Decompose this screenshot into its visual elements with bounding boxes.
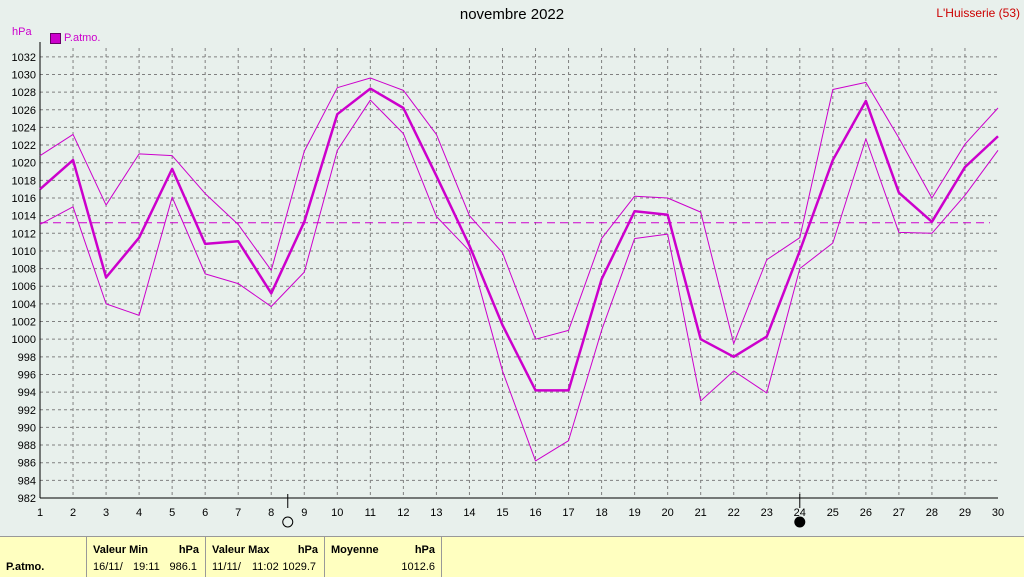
x-tick-label: 16: [529, 507, 541, 519]
stats-max-value: 1029.7: [282, 561, 316, 573]
x-tick-label: 8: [268, 507, 274, 519]
y-tick-label: 994: [18, 387, 36, 399]
x-tick-label: 17: [562, 507, 574, 519]
stats-min-date: 16/11/: [93, 561, 123, 573]
y-tick-label: 990: [18, 422, 36, 434]
stats-min-cell: Valeur Min hPa 16/11/ 19:11 986.1: [87, 537, 206, 577]
y-tick-label: 982: [18, 493, 36, 505]
x-tick-label: 30: [992, 507, 1004, 519]
stats-series-label: P.atmo.: [6, 561, 45, 573]
x-tick-label: 4: [136, 507, 142, 519]
x-tick-label: 7: [235, 507, 241, 519]
y-tick-label: 1004: [12, 299, 36, 311]
stats-max-unit: hPa: [297, 544, 318, 556]
full-moon-icon: [282, 516, 294, 528]
legend-swatch: [50, 32, 61, 44]
y-tick-label: 1018: [12, 175, 36, 187]
x-tick-label: 26: [860, 507, 872, 519]
y-tick-label: 1026: [12, 105, 36, 117]
pressure-chart: 9849869889909929949969981000100210041006…: [12, 42, 1004, 528]
stats-avg-value: 1012.6: [401, 561, 435, 573]
chart-title: novembre 2022: [459, 6, 565, 23]
y-tick-label: 1016: [12, 193, 36, 205]
series-line-mean: [39, 87, 999, 392]
legend-label: P.atmo.: [64, 32, 101, 44]
x-tick-label: 19: [628, 507, 640, 519]
x-tick-label: 18: [595, 507, 607, 519]
x-tick-label: 5: [169, 507, 175, 519]
x-tick-label: 21: [695, 507, 707, 519]
stats-avg-unit: hPa: [414, 544, 435, 556]
y-tick-label: 986: [18, 458, 36, 470]
new-moon-icon: [794, 516, 806, 528]
y-tick-label: 1006: [12, 281, 36, 293]
x-tick-label: 1: [37, 507, 43, 519]
x-tick-label: 13: [430, 507, 442, 519]
y-tick-label: 1008: [12, 264, 36, 276]
x-tick-label: 25: [827, 507, 839, 519]
stats-panel: P.atmo. Valeur Min hPa 16/11/ 19:11 986.…: [0, 536, 1024, 577]
stats-min-unit: hPa: [178, 544, 199, 556]
x-tick-label: 29: [959, 507, 971, 519]
x-tick-label: 27: [893, 507, 905, 519]
y-tick-label: 992: [18, 405, 36, 417]
x-tick-label: 22: [728, 507, 740, 519]
y-tick-label: 996: [18, 369, 36, 381]
y-axis-unit: hPa: [12, 26, 32, 38]
x-tick-label: 9: [301, 507, 307, 519]
stats-max-cell: Valeur Max hPa 11/11/ 11:02 1029.7: [206, 537, 325, 577]
stats-avg-cell: Moyenne hPa 1012.6: [325, 537, 442, 577]
station-name: L'Huisserie (53): [936, 6, 1020, 20]
x-tick-label: 14: [463, 507, 475, 519]
stats-label-cell: P.atmo.: [0, 537, 87, 577]
stats-max-time: 11:02: [252, 561, 279, 573]
y-tick-label: 988: [18, 440, 36, 452]
y-tick-label: 1032: [12, 52, 36, 64]
stats-max-date: 11/11/: [212, 561, 241, 573]
x-tick-label: 24: [794, 507, 806, 519]
x-tick-label: 11: [365, 507, 376, 519]
x-tick-label: 15: [496, 507, 508, 519]
y-tick-label: 1020: [12, 158, 36, 170]
x-tick-label: 28: [926, 507, 938, 519]
y-tick-label: 1014: [12, 211, 36, 223]
x-tick-label: 6: [202, 507, 208, 519]
y-tick-label: 984: [18, 475, 36, 487]
y-tick-label: 1000: [12, 334, 36, 346]
y-tick-label: 1030: [12, 69, 36, 81]
legend[interactable]: P.atmo.: [50, 32, 101, 44]
y-tick-label: 998: [18, 352, 36, 364]
y-tick-label: 1012: [12, 228, 36, 240]
x-tick-label: 20: [662, 507, 674, 519]
y-tick-label: 1022: [12, 140, 36, 152]
series-line-min: [39, 99, 999, 462]
x-tick-label: 12: [397, 507, 409, 519]
y-tick-label: 1028: [12, 87, 36, 99]
y-tick-label: 1024: [12, 122, 36, 134]
stats-avg-header: Moyenne: [331, 544, 379, 556]
y-tick-label: 1010: [12, 246, 36, 258]
x-tick-label: 3: [103, 507, 109, 519]
y-tick-label: 1002: [12, 317, 36, 329]
series-line-max: [39, 77, 999, 345]
x-tick-label: 10: [331, 507, 343, 519]
x-tick-label: 23: [761, 507, 773, 519]
stats-min-time: 19:11: [133, 561, 160, 573]
stats-max-header: Valeur Max: [212, 544, 270, 556]
stats-min-value: 986.1: [169, 561, 197, 573]
x-tick-label: 2: [70, 507, 76, 519]
stats-min-header: Valeur Min: [93, 544, 149, 556]
